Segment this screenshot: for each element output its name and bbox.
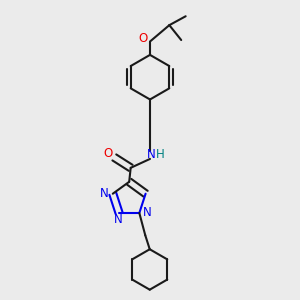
Text: N: N	[142, 206, 151, 220]
Text: N: N	[114, 213, 123, 226]
Text: O: O	[104, 147, 113, 161]
Text: N: N	[147, 148, 156, 161]
Text: N: N	[100, 187, 109, 200]
Text: O: O	[138, 32, 147, 45]
Text: H: H	[156, 148, 165, 161]
